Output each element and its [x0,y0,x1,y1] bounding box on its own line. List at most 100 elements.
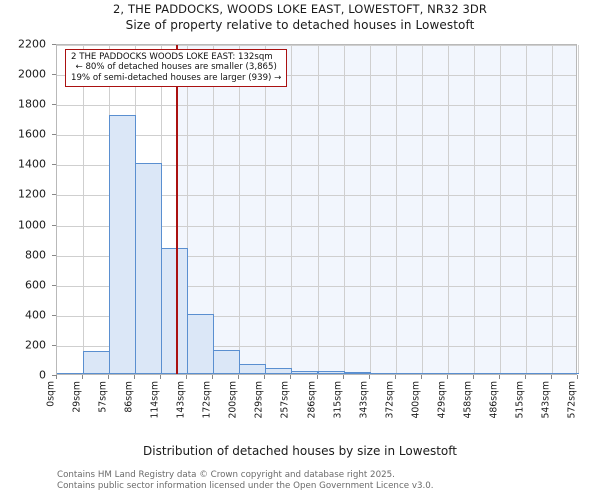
page-title: 2, THE PADDOCKS, WOODS LOKE EAST, LOWEST… [113,2,487,16]
annotation-line-1: 2 THE PADDOCKS WOODS LOKE EAST: 132sqm [71,52,273,62]
y-tick-mark [52,134,56,135]
x-tick-mark [343,375,344,379]
grid-line-vertical [213,45,214,374]
histogram-bar [500,373,527,374]
y-tick-mark [52,255,56,256]
y-tick-label: 2000 [18,67,46,81]
x-tick-label: 200sqm [227,381,239,419]
x-tick-mark [56,375,57,379]
grid-line-vertical [239,45,240,374]
grid-line-horizontal [57,165,576,166]
grid-line-vertical [344,45,345,374]
y-tick-mark [52,375,56,376]
grid-line-vertical [291,45,292,374]
x-tick-label: 429sqm [436,381,448,419]
histogram-bar [552,373,579,374]
x-tick-mark [134,375,135,379]
x-tick-label: 315sqm [332,381,344,419]
x-tick-mark [238,375,239,379]
x-tick-mark [212,375,213,379]
plot-area: 2 THE PADDOCKS WOODS LOKE EAST: 132sqm ←… [56,44,579,375]
annotation-line-2: ← 80% of detached houses are smaller (3,… [75,62,277,73]
y-tick-mark [52,164,56,165]
y-tick-label: 600 [25,278,46,292]
x-tick-label: 372sqm [384,381,396,419]
x-tick-label: 400sqm [410,381,422,419]
histogram-bar [83,350,110,374]
x-tick-label: 229sqm [253,381,265,419]
x-tick-mark [290,375,291,379]
y-tick-mark [52,315,56,316]
y-tick-label: 1200 [18,187,46,201]
x-tick-label: 29sqm [71,381,83,413]
grid-line-vertical [474,45,475,374]
grid-line-vertical [552,45,553,374]
y-tick-label: 1600 [18,127,46,141]
histogram-bar [265,368,292,374]
x-tick-label: 343sqm [358,381,370,419]
grid-line-vertical [578,45,579,374]
x-tick-mark [82,375,83,379]
histogram-bar [370,373,397,374]
x-tick-label: 458sqm [462,381,474,419]
x-tick-label: 486sqm [488,381,500,419]
x-tick-mark [499,375,500,379]
x-axis-title: Distribution of detached houses by size … [143,444,457,458]
histogram-bar [135,163,162,374]
annotation-box: 2 THE PADDOCKS WOODS LOKE EAST: 132sqm ←… [65,49,288,88]
histogram-bar [318,371,345,374]
histogram-bar [422,373,449,374]
x-tick-label: 143sqm [175,381,187,419]
grid-line-horizontal [57,346,576,347]
histogram-bar [109,115,136,374]
x-tick-label: 543sqm [540,381,552,419]
grid-line-vertical [370,45,371,374]
grid-line-horizontal [57,316,576,317]
footer-line-1: Contains HM Land Registry data © Crown c… [57,470,395,480]
grid-line-vertical [526,45,527,374]
x-tick-mark [473,375,474,379]
x-tick-mark [369,375,370,379]
histogram-bars [57,45,579,374]
y-tick-label: 1800 [18,97,46,111]
grid-line-horizontal [57,45,576,46]
y-tick-mark [52,44,56,45]
grid-line-horizontal [57,195,576,196]
histogram-bar [448,373,475,374]
y-tick-label: 1000 [18,218,46,232]
histogram-bar [57,373,84,374]
grid-line-vertical [318,45,319,374]
y-tick-mark [52,345,56,346]
y-tick-label: 200 [25,338,46,352]
x-tick-mark [264,375,265,379]
histogram-bar [526,373,553,374]
larger-region-shading [177,45,576,374]
x-tick-label: 86sqm [123,381,135,413]
attribution-footer: Contains HM Land Registry data © Crown c… [57,470,577,491]
chart-subtitle: Size of property relative to detached ho… [125,18,475,32]
histogram-bar [474,373,501,374]
grid-line-vertical [187,45,188,374]
histogram-bar [344,372,371,374]
grid-line-vertical [265,45,266,374]
x-tick-mark [577,375,578,379]
x-tick-label: 0sqm [45,381,57,407]
histogram-bar [213,349,240,374]
grid-line-horizontal [57,105,576,106]
x-tick-mark [186,375,187,379]
chart-title-block: 2, THE PADDOCKS, WOODS LOKE EAST, LOWEST… [0,2,600,33]
x-tick-mark [525,375,526,379]
x-tick-mark [447,375,448,379]
y-tick-mark [52,225,56,226]
annotation-line-3: 19% of semi-detached houses are larger (… [71,72,282,83]
x-tick-mark [421,375,422,379]
x-tick-label: 286sqm [306,381,318,419]
x-tick-mark [108,375,109,379]
grid-line-vertical [396,45,397,374]
grid-line-vertical [500,45,501,374]
grid-line-horizontal [57,256,576,257]
y-tick-label: 2200 [18,37,46,51]
y-axis-ticks: 0 200 400 600 800 1000 1200 1400 1600 1800 2000 220… [0,38,56,382]
y-tick-mark [52,74,56,75]
